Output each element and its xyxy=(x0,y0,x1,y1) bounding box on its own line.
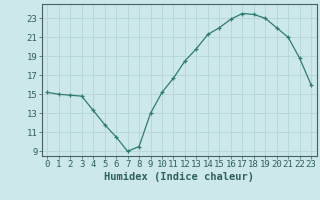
X-axis label: Humidex (Indice chaleur): Humidex (Indice chaleur) xyxy=(104,172,254,182)
